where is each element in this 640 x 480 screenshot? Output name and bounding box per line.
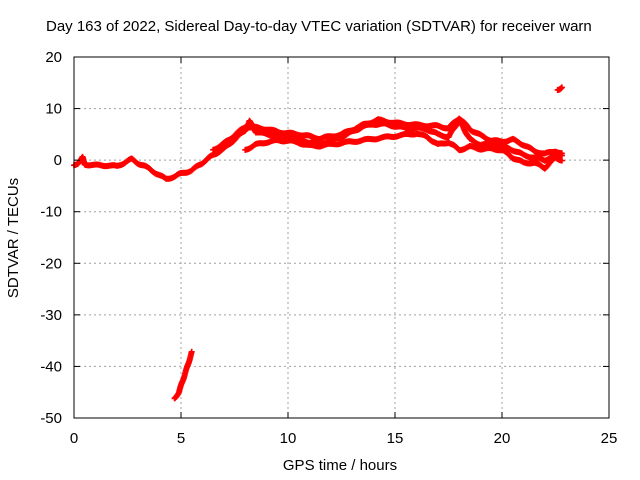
data-point: [188, 348, 195, 355]
x-axis-label: GPS time / hours: [283, 457, 397, 474]
x-tick-label: 15: [387, 430, 404, 447]
x-tick-label: 20: [494, 430, 511, 447]
chart-title: Day 163 of 2022, Sidereal Day-to-day VTE…: [46, 18, 592, 35]
y-tick-label: -50: [40, 410, 62, 427]
y-tick-label: 10: [45, 101, 62, 118]
data-point: [558, 150, 565, 157]
y-tick-label: -20: [40, 255, 62, 272]
y-axis-label: SDTVAR / TECUs: [5, 178, 22, 298]
data-point: [558, 157, 565, 164]
plot-frame: [73, 56, 610, 419]
y-tick-label: -30: [40, 307, 62, 324]
grid-lines: [74, 57, 609, 418]
x-tick-label: 10: [280, 430, 297, 447]
x-tick-label: 0: [70, 430, 78, 447]
x-tick-label: 25: [601, 430, 618, 447]
y-tick-label: 20: [45, 49, 62, 66]
y-tick-label: -40: [40, 358, 62, 375]
y-tick-label: 0: [54, 152, 62, 169]
x-tick-label: 5: [177, 430, 185, 447]
data-point: [558, 84, 565, 91]
axis-ticks: 0 5 10 15 20 25 -50 -40 -30 -20 -10 0 10 20: [40, 49, 617, 447]
y-tick-label: -10: [40, 204, 62, 221]
data-points: [71, 84, 565, 402]
